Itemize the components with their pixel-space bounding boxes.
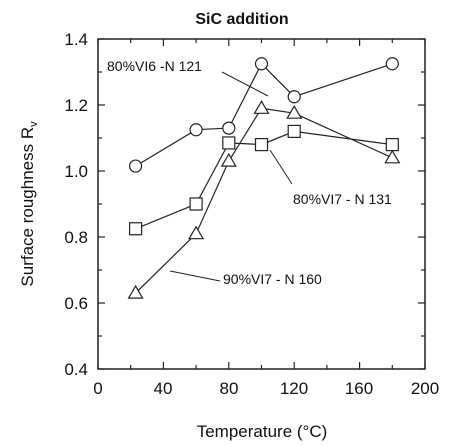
annotation-series-1: 80%VI6 -N 121 bbox=[107, 58, 202, 74]
series-1-point bbox=[129, 159, 143, 173]
series-3-point bbox=[384, 149, 401, 164]
series-3 bbox=[127, 100, 401, 299]
series-2-point bbox=[287, 124, 301, 139]
series-2-point bbox=[189, 197, 203, 211]
series-2-point bbox=[222, 136, 236, 150]
y-axis-ticks bbox=[98, 38, 425, 370]
series-1-line bbox=[135, 62, 393, 167]
annotation-leader-series-3 bbox=[169, 270, 221, 282]
y-axis-title-subscript: v bbox=[28, 121, 40, 127]
series-3-point bbox=[188, 225, 205, 240]
y-tick-label-3: 1.0 bbox=[64, 162, 88, 181]
svg-text:Surface roughness Rv: Surface roughness Rv bbox=[18, 121, 40, 287]
series-3-line bbox=[135, 107, 393, 294]
x-tick-label-0: 0 bbox=[93, 379, 102, 398]
series-3-point bbox=[127, 284, 144, 299]
y-tick-label-2: 0.8 bbox=[64, 228, 88, 247]
series-2 bbox=[129, 124, 399, 236]
x-axis-title: Temperature (°C) bbox=[197, 422, 328, 441]
series-1-point bbox=[189, 123, 203, 137]
annotation-leader-series-2 bbox=[269, 149, 293, 185]
y-tick-label-1: 0.6 bbox=[64, 294, 88, 313]
x-tick-label-3: 120 bbox=[280, 379, 308, 398]
x-tick-label-2: 80 bbox=[220, 379, 239, 398]
annotation-series-2: 80%VI7 - N 131 bbox=[293, 191, 392, 207]
series-layer bbox=[127, 57, 401, 299]
y-axis-title-main: Surface roughness R bbox=[18, 127, 37, 287]
series-3-point bbox=[286, 105, 303, 119]
series-2-point bbox=[254, 138, 269, 152]
chart-title: SiC addition bbox=[195, 11, 288, 28]
series-2-point bbox=[385, 138, 399, 152]
series-2-line bbox=[135, 130, 393, 230]
series-1-point bbox=[385, 57, 399, 71]
series-2-point bbox=[129, 222, 143, 236]
x-tick-label-4: 160 bbox=[345, 379, 373, 398]
series-3-point bbox=[253, 100, 270, 114]
series-1 bbox=[129, 57, 399, 173]
y-axis-title: Surface roughness Rv bbox=[18, 121, 40, 287]
series-1-point bbox=[222, 121, 236, 135]
annotation-series-3: 90%VI7 - N 160 bbox=[223, 271, 322, 287]
series-1-point bbox=[287, 90, 301, 104]
y-tick-label-4: 1.2 bbox=[64, 96, 88, 115]
y-tick-label-0: 0.4 bbox=[64, 360, 88, 379]
annotation-leader-series-1 bbox=[221, 71, 269, 97]
series-1-point bbox=[254, 57, 269, 71]
x-axis-ticks bbox=[97, 39, 426, 369]
y-tick-label-5: 1.4 bbox=[64, 30, 88, 49]
x-tick-label-1: 40 bbox=[154, 379, 173, 398]
x-tick-label-5: 200 bbox=[411, 379, 439, 398]
series-3-point bbox=[220, 152, 237, 167]
